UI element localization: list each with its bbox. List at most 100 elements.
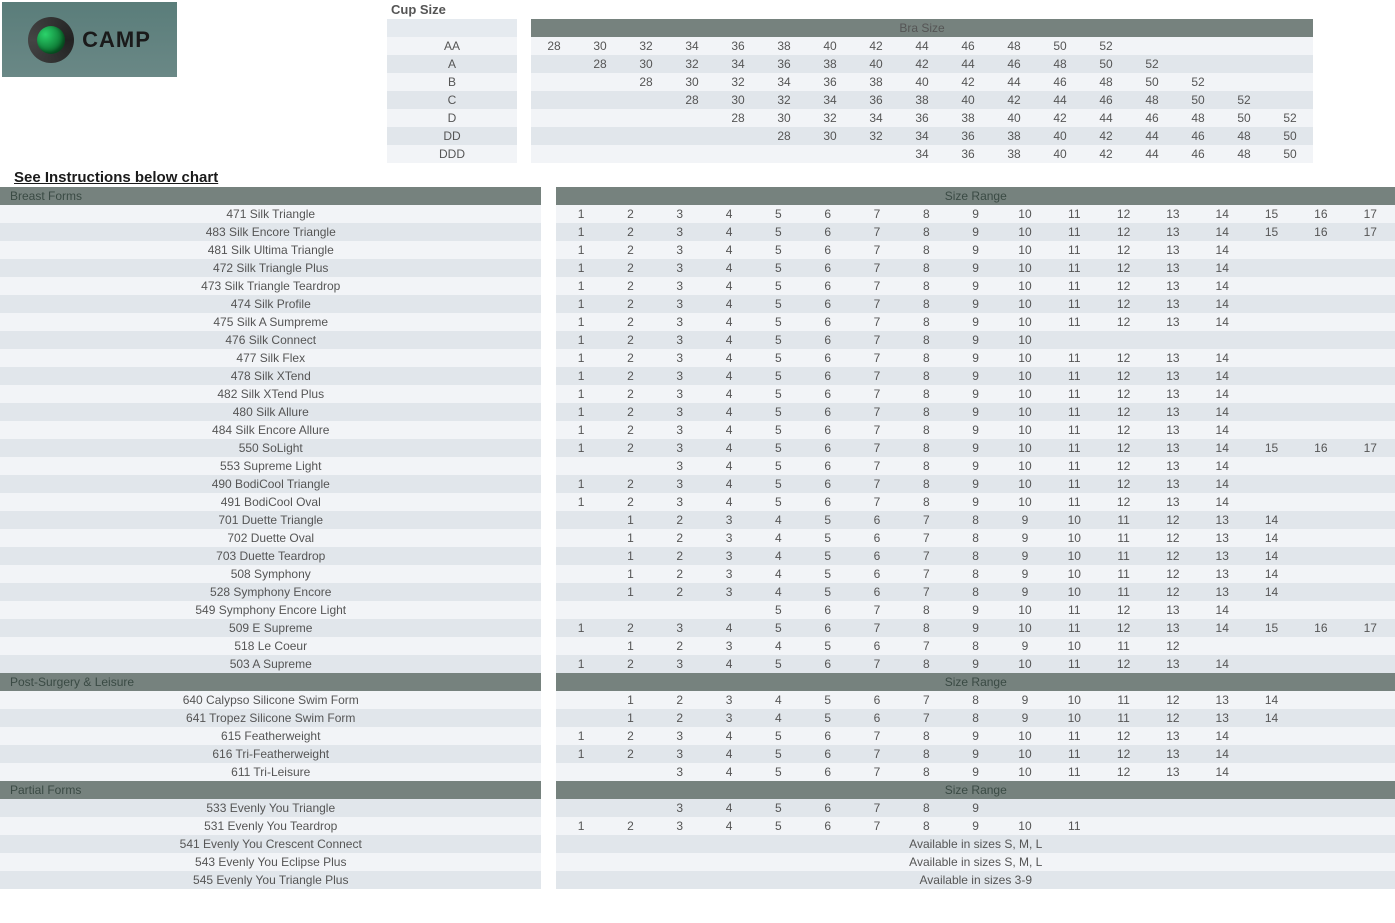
bra-size-cell: 32 bbox=[669, 55, 715, 73]
size-cell: 2 bbox=[606, 655, 655, 673]
size-cell: 3 bbox=[704, 637, 753, 655]
bra-size-cell: 46 bbox=[1175, 127, 1221, 145]
size-cell bbox=[556, 763, 605, 781]
size-cell: 9 bbox=[1000, 511, 1049, 529]
bra-size-cell: 48 bbox=[1175, 109, 1221, 127]
size-cell: 11 bbox=[1050, 475, 1099, 493]
size-cell: 10 bbox=[1050, 691, 1099, 709]
size-cell: 9 bbox=[1000, 547, 1049, 565]
size-cell bbox=[1345, 709, 1395, 727]
bra-size-cell: 42 bbox=[1083, 127, 1129, 145]
size-cell: 1 bbox=[556, 313, 605, 331]
product-name: 472 Silk Triangle Plus bbox=[0, 259, 541, 277]
size-cell: 15 bbox=[1247, 223, 1296, 241]
size-cell: 5 bbox=[754, 403, 803, 421]
size-cell: 3 bbox=[655, 385, 704, 403]
size-cell bbox=[1345, 403, 1395, 421]
size-cell: 8 bbox=[902, 799, 951, 817]
product-name: 640 Calypso Silicone Swim Form bbox=[0, 691, 541, 709]
size-cell bbox=[1247, 241, 1296, 259]
size-cell: 13 bbox=[1148, 655, 1197, 673]
bra-size-cell bbox=[577, 91, 623, 109]
size-cell: 9 bbox=[951, 745, 1000, 763]
size-cell: 3 bbox=[655, 205, 704, 223]
bra-size-cell: 42 bbox=[1083, 145, 1129, 163]
size-cell bbox=[1148, 331, 1197, 349]
size-cell: 15 bbox=[1247, 619, 1296, 637]
product-name: 473 Silk Triangle Teardrop bbox=[0, 277, 541, 295]
size-cell bbox=[1099, 331, 1148, 349]
size-cell: 2 bbox=[606, 817, 655, 835]
size-cell: 11 bbox=[1099, 709, 1148, 727]
size-cell: 8 bbox=[902, 763, 951, 781]
size-cell: 14 bbox=[1198, 655, 1247, 673]
bra-size-cell bbox=[853, 145, 899, 163]
size-cell: 9 bbox=[951, 349, 1000, 367]
size-cell bbox=[556, 511, 605, 529]
size-cell: 11 bbox=[1050, 763, 1099, 781]
size-cell: 5 bbox=[803, 691, 852, 709]
size-cell: 1 bbox=[556, 475, 605, 493]
size-cell bbox=[1345, 529, 1395, 547]
size-cell: 9 bbox=[951, 295, 1000, 313]
size-cell bbox=[556, 583, 605, 601]
size-cell: 9 bbox=[951, 799, 1000, 817]
size-cell: 7 bbox=[852, 475, 901, 493]
size-cell: 13 bbox=[1148, 295, 1197, 313]
size-cell: 10 bbox=[1000, 277, 1049, 295]
size-cell bbox=[1296, 367, 1345, 385]
bra-size-cell bbox=[761, 145, 807, 163]
size-cell bbox=[1296, 763, 1345, 781]
size-cell: 5 bbox=[754, 205, 803, 223]
size-cell bbox=[1345, 367, 1395, 385]
size-cell bbox=[1296, 313, 1345, 331]
size-cell: 12 bbox=[1099, 223, 1148, 241]
bra-size-cell: 52 bbox=[1129, 55, 1175, 73]
bra-size-cell bbox=[623, 145, 669, 163]
size-cell: 7 bbox=[852, 403, 901, 421]
bra-size-cell bbox=[531, 109, 577, 127]
product-name: 550 SoLight bbox=[0, 439, 541, 457]
bra-size-cell: 40 bbox=[1037, 145, 1083, 163]
bra-size-cell bbox=[623, 91, 669, 109]
size-cell: 13 bbox=[1198, 511, 1247, 529]
size-cell: 7 bbox=[852, 439, 901, 457]
bra-size-cell bbox=[669, 109, 715, 127]
size-cell: 14 bbox=[1198, 349, 1247, 367]
size-cell bbox=[556, 565, 605, 583]
size-cell: 10 bbox=[1000, 205, 1049, 223]
product-name: 480 Silk Allure bbox=[0, 403, 541, 421]
size-cell: 5 bbox=[803, 637, 852, 655]
product-name: 541 Evenly You Crescent Connect bbox=[0, 835, 541, 853]
size-cell: 1 bbox=[606, 547, 655, 565]
bra-size-cell: 42 bbox=[899, 55, 945, 73]
size-cell bbox=[1247, 421, 1296, 439]
size-cell: 14 bbox=[1198, 223, 1247, 241]
size-cell: 8 bbox=[902, 241, 951, 259]
bra-size-cell: 38 bbox=[899, 91, 945, 109]
size-cell bbox=[1247, 457, 1296, 475]
size-cell: 8 bbox=[902, 367, 951, 385]
instructions-link[interactable]: See Instructions below chart bbox=[14, 169, 1395, 186]
size-cell: 13 bbox=[1198, 691, 1247, 709]
size-cell: 6 bbox=[803, 655, 852, 673]
size-cell: 5 bbox=[754, 439, 803, 457]
size-cell bbox=[1050, 799, 1099, 817]
bra-size-cell bbox=[531, 145, 577, 163]
size-cell bbox=[1247, 313, 1296, 331]
size-cell bbox=[1345, 745, 1395, 763]
size-cell: 14 bbox=[1247, 547, 1296, 565]
size-cell: 13 bbox=[1148, 745, 1197, 763]
bra-size-cell: 32 bbox=[807, 109, 853, 127]
size-cell bbox=[1345, 817, 1395, 835]
section-size-range-heading: Size Range bbox=[556, 673, 1395, 691]
size-cell: 8 bbox=[902, 493, 951, 511]
size-cell: 6 bbox=[803, 619, 852, 637]
cup-size-label: C bbox=[387, 91, 517, 109]
size-cell bbox=[1345, 691, 1395, 709]
section-heading: Post-Surgery & Leisure bbox=[0, 673, 541, 691]
size-cell: 14 bbox=[1198, 619, 1247, 637]
size-cell: 8 bbox=[902, 385, 951, 403]
size-cell: 2 bbox=[655, 565, 704, 583]
size-cell: 7 bbox=[852, 763, 901, 781]
